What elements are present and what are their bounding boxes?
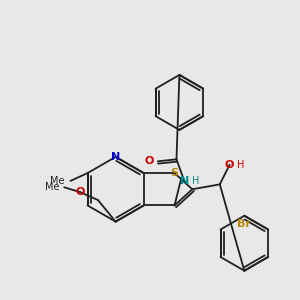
Text: N: N bbox=[180, 176, 189, 186]
Text: H: H bbox=[237, 160, 244, 170]
Text: Me: Me bbox=[50, 176, 64, 186]
Text: N: N bbox=[111, 152, 120, 162]
Text: O: O bbox=[225, 160, 234, 170]
Text: O: O bbox=[144, 156, 153, 166]
Text: O: O bbox=[76, 187, 85, 197]
Text: S: S bbox=[170, 168, 178, 178]
Text: Me: Me bbox=[45, 182, 59, 192]
Text: Br: Br bbox=[237, 219, 251, 229]
Text: H: H bbox=[192, 176, 199, 186]
